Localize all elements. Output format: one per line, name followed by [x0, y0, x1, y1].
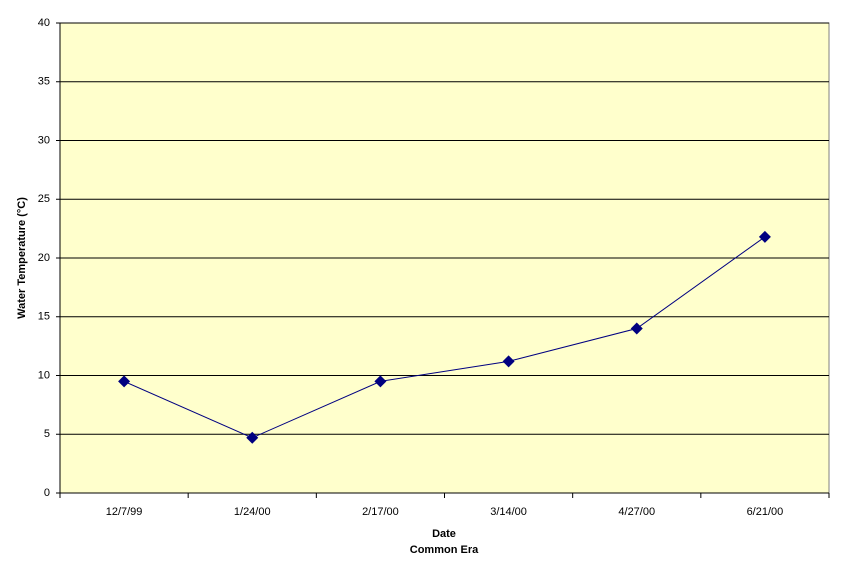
x-axis-subtitle: Common Era [410, 544, 479, 556]
data-point [758, 230, 771, 243]
y-axis-title: Water Temperature (°C) [16, 197, 28, 319]
series-line [123, 236, 766, 439]
x-tick-label: 3/14/00 [490, 506, 527, 518]
y-tick-label: 35 [38, 76, 50, 88]
y-tick-label: 0 [44, 487, 50, 499]
data-point [246, 431, 259, 444]
data-point [502, 355, 515, 368]
x-tick-label: 4/27/00 [618, 506, 655, 518]
y-tick-label: 30 [38, 134, 50, 146]
y-tick-label: 40 [38, 17, 50, 29]
y-tick-label: 5 [44, 428, 50, 440]
data-point [374, 375, 387, 388]
x-tick-label: 1/24/00 [234, 506, 271, 518]
x-axis-title: Date [432, 528, 456, 540]
y-tick-label: 20 [38, 252, 50, 264]
x-tick-label: 6/21/00 [747, 506, 784, 518]
data-point [118, 375, 131, 388]
x-tick-label: 12/7/99 [106, 506, 143, 518]
y-tick-label: 25 [38, 193, 50, 205]
x-tick-label: 2/17/00 [362, 506, 399, 518]
y-tick-label: 15 [38, 311, 50, 323]
y-tick-label: 10 [38, 369, 50, 381]
data-point [630, 322, 643, 335]
